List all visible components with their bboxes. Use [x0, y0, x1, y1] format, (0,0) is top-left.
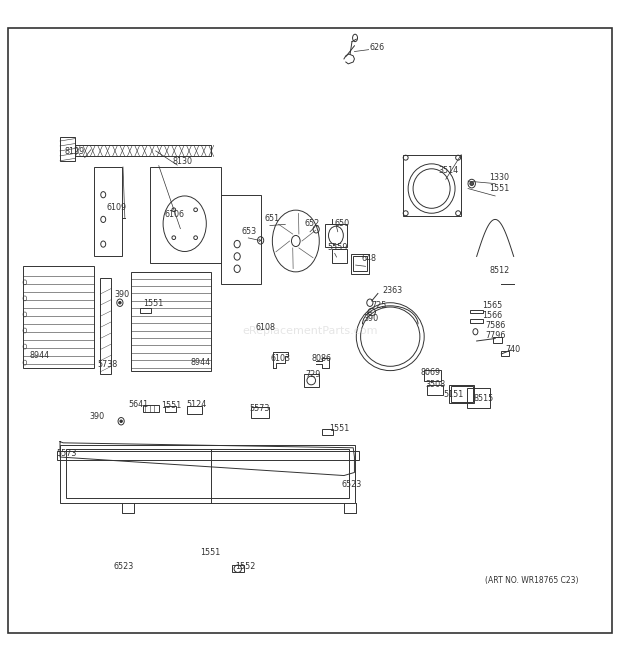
Text: 5559: 5559 — [327, 243, 347, 253]
Text: 1566: 1566 — [482, 311, 503, 320]
Text: 1565: 1565 — [482, 301, 503, 310]
Text: (ART NO. WR18765 C23): (ART NO. WR18765 C23) — [485, 576, 579, 585]
Bar — [187, 407, 202, 414]
Text: 3508: 3508 — [426, 380, 446, 389]
Text: 390: 390 — [89, 412, 105, 422]
Text: 1551: 1551 — [143, 299, 163, 309]
Text: 1551: 1551 — [489, 184, 510, 193]
Bar — [232, 565, 244, 572]
Bar — [131, 272, 211, 371]
Text: 8944: 8944 — [30, 351, 50, 360]
Text: 648: 648 — [361, 254, 377, 263]
Text: 8069: 8069 — [420, 368, 440, 377]
Bar — [493, 337, 502, 344]
Text: 5738: 5738 — [97, 360, 118, 369]
Bar — [351, 254, 370, 274]
Text: 8086: 8086 — [311, 354, 331, 363]
Text: 7796: 7796 — [485, 331, 505, 340]
Text: 1551: 1551 — [161, 401, 181, 410]
Bar — [424, 370, 441, 381]
Text: 5641: 5641 — [128, 400, 148, 409]
Bar — [149, 167, 221, 262]
Text: 725: 725 — [371, 301, 387, 310]
Text: 1330: 1330 — [489, 173, 510, 182]
Ellipse shape — [118, 301, 121, 304]
Text: 1552: 1552 — [235, 562, 255, 571]
Text: 653: 653 — [242, 227, 257, 235]
Bar — [450, 385, 474, 403]
Text: 7586: 7586 — [485, 321, 505, 330]
Text: 8515: 8515 — [474, 394, 494, 403]
Bar — [57, 451, 360, 460]
Text: 626: 626 — [369, 44, 384, 52]
Text: 651: 651 — [264, 214, 279, 223]
Bar — [140, 307, 151, 313]
Text: 740: 740 — [505, 344, 520, 354]
Bar — [304, 373, 319, 387]
Bar — [60, 445, 355, 503]
Bar — [471, 309, 483, 313]
Bar — [326, 223, 347, 247]
Bar — [60, 137, 76, 161]
Text: 8129: 8129 — [64, 147, 84, 156]
Text: 6106: 6106 — [164, 210, 184, 219]
Text: 5124: 5124 — [186, 400, 206, 409]
Text: 6103: 6103 — [270, 354, 290, 363]
Text: 6108: 6108 — [255, 323, 275, 332]
Text: 6523: 6523 — [342, 481, 362, 489]
Text: 390: 390 — [115, 290, 130, 299]
Bar — [76, 145, 211, 157]
Bar — [427, 385, 443, 395]
Bar — [143, 405, 159, 412]
Bar — [66, 449, 349, 498]
Bar — [502, 352, 509, 356]
Ellipse shape — [120, 420, 122, 422]
Bar — [322, 429, 334, 436]
Bar — [94, 167, 122, 256]
Text: 6109: 6109 — [106, 202, 126, 212]
Bar — [23, 266, 94, 368]
Bar — [221, 195, 260, 284]
Text: 652: 652 — [305, 219, 320, 228]
Text: 2363: 2363 — [383, 286, 403, 295]
Bar — [251, 407, 268, 418]
Text: 5151: 5151 — [443, 390, 463, 399]
Bar — [402, 155, 461, 216]
Text: 1551: 1551 — [329, 424, 350, 432]
Ellipse shape — [470, 182, 474, 186]
Text: 729: 729 — [306, 370, 321, 379]
Text: 390: 390 — [363, 314, 378, 323]
Bar — [100, 278, 111, 373]
Text: 6523: 6523 — [113, 562, 134, 571]
Text: 1551: 1551 — [200, 548, 220, 557]
Text: 8944: 8944 — [191, 358, 211, 367]
Bar — [471, 319, 483, 323]
Text: 650: 650 — [335, 219, 350, 228]
Text: 5573: 5573 — [56, 449, 76, 459]
Text: 5573: 5573 — [249, 405, 270, 413]
Bar — [165, 407, 176, 412]
Bar — [467, 388, 490, 408]
Bar — [451, 386, 473, 402]
Text: 8130: 8130 — [172, 157, 192, 166]
Text: eReplacementParts.com: eReplacementParts.com — [242, 325, 378, 336]
Text: 8512: 8512 — [490, 266, 510, 274]
Bar — [353, 256, 367, 271]
Text: 3514: 3514 — [438, 165, 458, 175]
Bar — [332, 249, 347, 262]
